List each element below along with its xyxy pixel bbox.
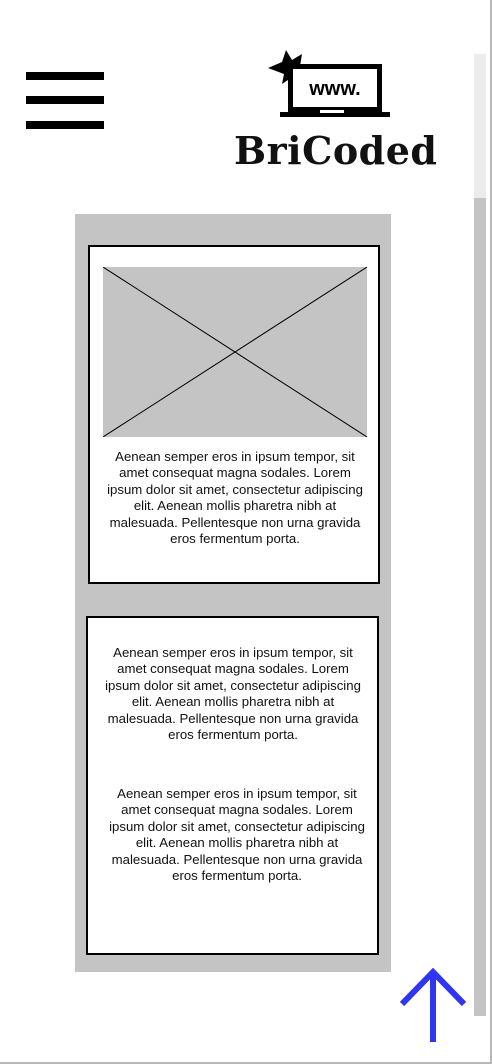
laptop-logo-icon: www. (268, 50, 390, 117)
content-card: Aenean semper eros in ipsum tempor, sit … (88, 245, 380, 584)
menu-bar-bottom (26, 121, 104, 129)
brand-name: BriCoded (234, 128, 438, 173)
content-panel: Aenean semper eros in ipsum tempor, sit … (75, 214, 391, 972)
scrollbar-thumb[interactable] (474, 198, 486, 1016)
image-placeholder-icon (103, 267, 367, 437)
card-paragraph: Aenean semper eros in ipsum tempor, sit … (109, 786, 365, 884)
logo-screen-text: www. (308, 78, 360, 100)
arrow-up-icon (399, 967, 467, 1042)
card-paragraph: Aenean semper eros in ipsum tempor, sit … (105, 645, 361, 743)
hamburger-menu-icon[interactable] (26, 72, 104, 130)
brand-logo[interactable]: www. BriCoded (232, 46, 456, 176)
content-card: Aenean semper eros in ipsum tempor, sit … (86, 616, 379, 955)
card-paragraph: Aenean semper eros in ipsum tempor, sit … (107, 449, 363, 547)
back-to-top-button[interactable] (398, 966, 468, 1042)
menu-bar-middle (26, 96, 104, 104)
menu-bar-top (26, 72, 104, 80)
